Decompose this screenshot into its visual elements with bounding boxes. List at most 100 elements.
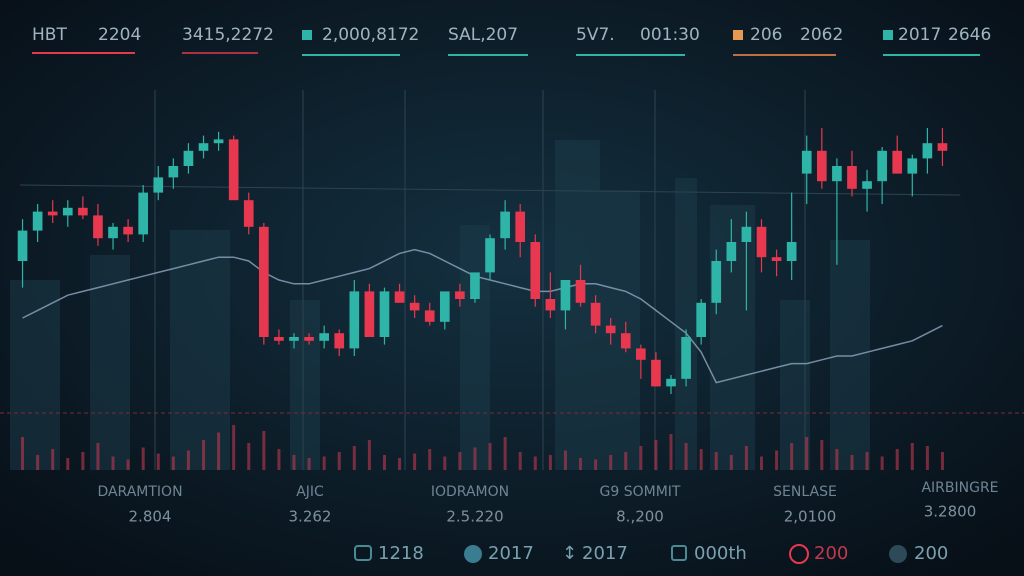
candle-body [213, 139, 224, 144]
candle-body [289, 337, 299, 341]
volume-bar [925, 446, 929, 470]
volume-bar [217, 432, 221, 470]
stat-label: DARAMTION [97, 484, 182, 500]
button-text[interactable]: 1218 [378, 543, 424, 564]
candle-body [153, 177, 164, 193]
volume-bar [352, 446, 356, 470]
header-text: 3415,2272 [182, 25, 274, 45]
volume-bar [865, 452, 869, 470]
header-text: 2,000,8172 [322, 25, 419, 45]
stat-value: 8.,200 [616, 508, 664, 526]
candle-body [319, 333, 329, 341]
volume-bar [880, 456, 884, 470]
volume-bar [382, 455, 386, 470]
stat-label: AJIC [296, 484, 324, 500]
candle-body [47, 211, 58, 216]
candle-body [304, 337, 314, 341]
moving-average [22, 248, 943, 384]
volume-bar [714, 452, 718, 470]
candle-body [651, 359, 661, 387]
candle-body [349, 291, 360, 349]
candle-body [907, 158, 918, 174]
stat-value: 2.804 [129, 508, 172, 526]
candle-body [138, 192, 149, 235]
stat-value: 3.262 [289, 508, 332, 526]
candle-body [801, 150, 812, 174]
candle-body [93, 215, 103, 239]
candle-body [409, 302, 420, 311]
candle-body [862, 181, 872, 189]
candle-body [892, 150, 903, 174]
candle-body [274, 337, 284, 341]
stats: DARAMTION AJIC IODRAMON G9 SOMMIT SENLAS… [97, 480, 998, 526]
candle-body [847, 166, 857, 189]
volume-bar [307, 458, 311, 470]
volume-bar [699, 449, 703, 470]
button[interactable]: 1218 [354, 543, 424, 564]
volume-bar [594, 459, 598, 470]
volume-bar [805, 437, 809, 470]
volume-bar [488, 443, 492, 470]
volume-bar [141, 447, 145, 470]
candle-body [17, 230, 28, 261]
candle-body [515, 211, 526, 242]
button[interactable]: 2017 [464, 543, 534, 564]
volume-bar [503, 437, 507, 470]
button-text[interactable]: 2017 [488, 543, 534, 564]
volume-bar [322, 456, 326, 470]
candle-body [243, 200, 254, 227]
volume-bar [443, 456, 447, 470]
stat-value: 2.5.220 [446, 508, 503, 526]
buttons: 1218 2017 ↕ 2017 000th 200 200 [354, 543, 948, 564]
volume-bar [171, 456, 175, 470]
candle-body [424, 310, 435, 322]
stat-label: SENLASE [773, 484, 837, 500]
candle-body [334, 333, 345, 349]
header-text: 001:30 [640, 25, 700, 45]
volume-bar [548, 455, 552, 470]
candle-body [666, 378, 676, 387]
candle-body [771, 257, 782, 261]
button[interactable]: 200 [889, 543, 948, 564]
button[interactable]: 000th [671, 543, 747, 564]
volume-bar [518, 452, 522, 470]
volume-bar [111, 456, 115, 470]
candle-body [590, 302, 601, 326]
candle-body [78, 207, 88, 216]
candle-body [681, 337, 691, 379]
candle-body [455, 291, 465, 299]
candle-body [259, 226, 269, 337]
candle-body [228, 139, 239, 201]
candle-body [364, 291, 375, 337]
header-text: 5V7. [576, 25, 615, 45]
candle-body [726, 242, 737, 261]
volume-bar [654, 440, 658, 470]
header-text: 2204 [98, 25, 141, 45]
button-icon[interactable]: ↕ [562, 543, 577, 564]
volume-bar [895, 449, 899, 470]
candle-body [877, 150, 887, 182]
volume-bar [202, 440, 206, 470]
candle-body [922, 143, 933, 159]
button[interactable]: 200 [789, 543, 848, 564]
button[interactable]: ↕ 2017 [562, 543, 628, 564]
candle-body [832, 166, 842, 182]
header-text: SAL,207 [448, 25, 518, 45]
volume-bar [940, 452, 944, 470]
header-text: 2062 [800, 25, 843, 45]
button-text[interactable]: 200 [914, 543, 948, 564]
button-text[interactable]: 000th [694, 543, 747, 564]
candle-body [620, 333, 631, 349]
candle-body [560, 280, 571, 311]
volume-bar [639, 446, 643, 470]
candle-body [756, 226, 767, 258]
volume-bar [51, 449, 55, 470]
volume-bar [156, 453, 160, 470]
button-text[interactable]: 2017 [582, 543, 628, 564]
header-text: 2646 [948, 25, 991, 45]
button-text[interactable]: 200 [814, 543, 848, 564]
candle-body [62, 207, 73, 216]
candle-body [485, 238, 495, 273]
volume-bar [458, 452, 462, 470]
candle-body [530, 242, 541, 299]
